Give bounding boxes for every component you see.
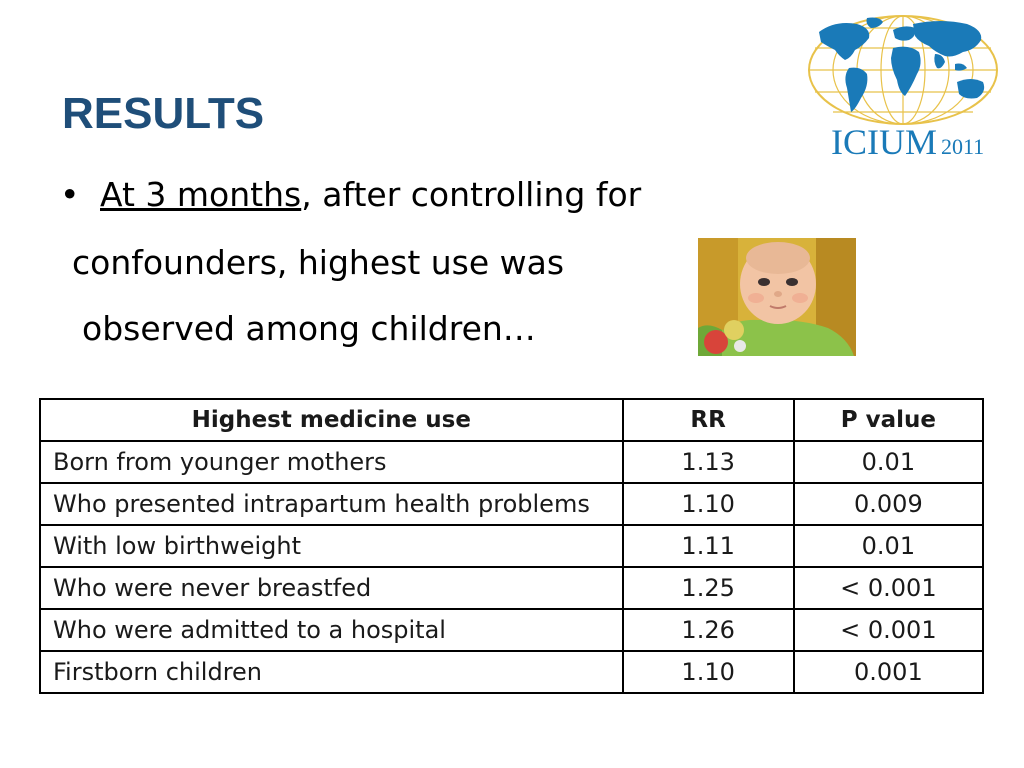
row-rr: 1.10 <box>621 482 795 526</box>
slide-title: RESULTS <box>62 89 265 138</box>
table-row: Who presented intrapartum health problem… <box>39 482 985 526</box>
row-p-value: 0.001 <box>792 650 985 694</box>
row-label: With low birthweight <box>39 524 624 568</box>
row-rr: 1.11 <box>621 524 795 568</box>
icium-logo: ICIUM 2011 <box>805 12 1001 160</box>
baby-photo-image <box>698 238 856 356</box>
row-label: Firstborn children <box>39 650 624 694</box>
results-table: Highest medicine use RR P value Born fro… <box>39 398 985 694</box>
table-row: Who were never breastfed 1.25 < 0.001 <box>39 566 985 610</box>
row-label: Who presented intrapartum health problem… <box>39 482 624 526</box>
row-label: Who were admitted to a hospital <box>39 608 624 652</box>
bullet-symbol: • <box>60 175 80 214</box>
row-rr: 1.10 <box>621 650 795 694</box>
table-row: Who were admitted to a hospital 1.26 < 0… <box>39 608 985 652</box>
lead-underlined: At 3 months <box>100 175 302 214</box>
row-p-value: 0.01 <box>792 524 985 568</box>
row-p-value: 0.009 <box>792 482 985 526</box>
table-row: Firstborn children 1.10 0.001 <box>39 650 985 694</box>
table-header-row: Highest medicine use RR P value <box>39 398 985 442</box>
lead-rest: , after controlling for <box>301 175 642 214</box>
logo-wordmark: ICIUM 2011 <box>831 124 984 160</box>
row-label: Born from younger mothers <box>39 440 624 484</box>
row-rr: 1.26 <box>621 608 795 652</box>
header-medicine-use: Highest medicine use <box>39 398 624 442</box>
logo-year: 2011 <box>941 134 985 159</box>
table-row: With low birthweight 1.11 0.01 <box>39 524 985 568</box>
bullet-line-1: • At 3 months, after controlling for <box>60 178 641 211</box>
row-p-value: 0.01 <box>792 440 985 484</box>
header-p-value: P value <box>792 398 985 442</box>
row-p-value: < 0.001 <box>792 608 985 652</box>
baby-photo <box>698 238 856 356</box>
table-row: Born from younger mothers 1.13 0.01 <box>39 440 985 484</box>
row-rr: 1.25 <box>621 566 795 610</box>
row-label: Who were never breastfed <box>39 566 624 610</box>
logo-name: ICIUM <box>831 122 937 162</box>
bullet-line-2: confounders, highest use was <box>72 243 565 282</box>
bullet-line-3: observed among children… <box>82 309 536 348</box>
header-rr: RR <box>621 398 795 442</box>
row-p-value: < 0.001 <box>792 566 985 610</box>
row-rr: 1.13 <box>621 440 795 484</box>
globe-logo-icon <box>808 15 998 125</box>
